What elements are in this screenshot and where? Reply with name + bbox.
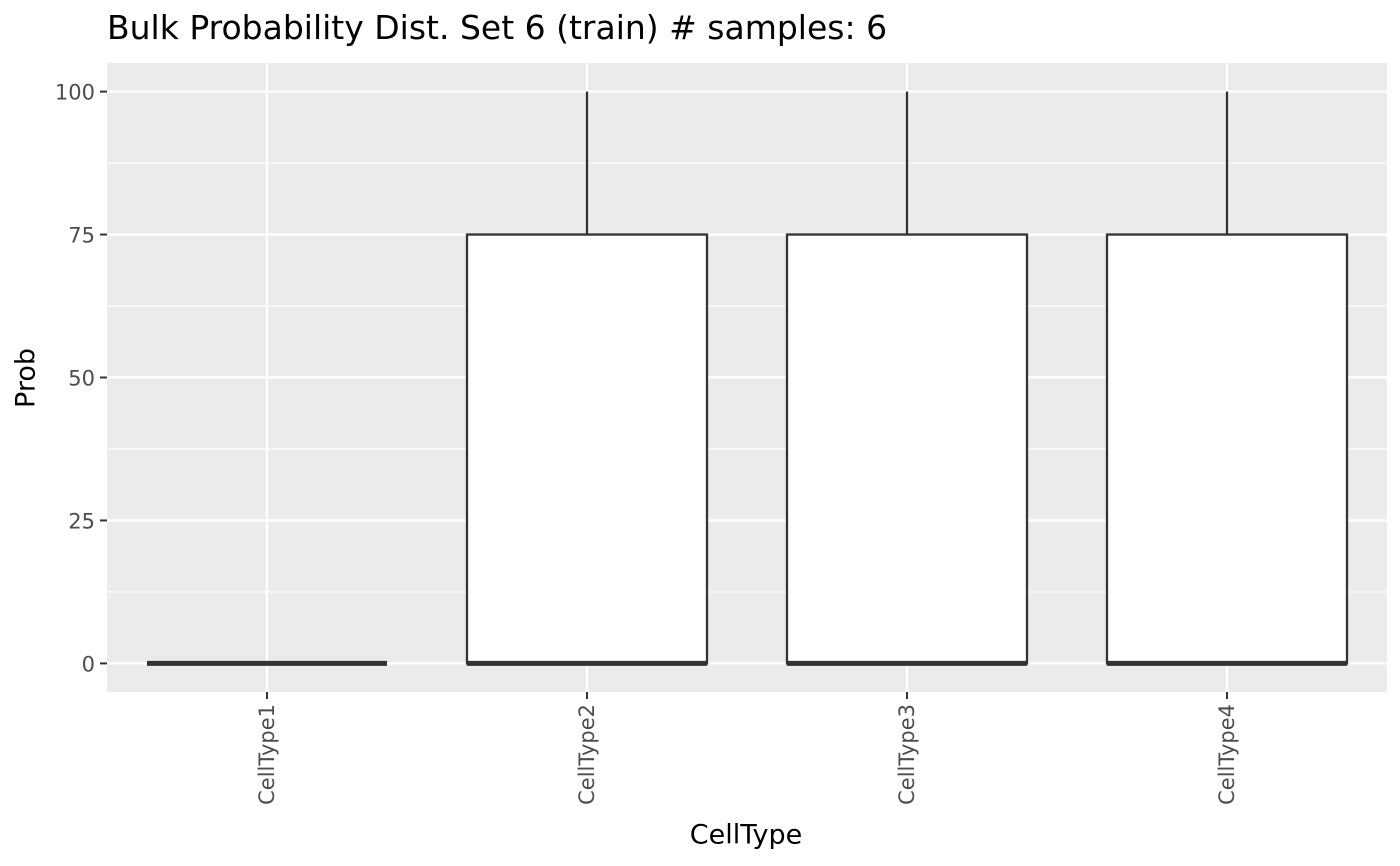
y-tick-label: 50: [68, 367, 95, 391]
y-tick-label: 100: [55, 81, 95, 105]
box: [465, 233, 709, 665]
x-axis-label: CellType: [689, 819, 803, 851]
chart-title: Bulk Probability Dist. Set 6 (train) # s…: [107, 8, 888, 47]
y-axis-label: Prob: [10, 348, 42, 408]
y-tick-label: 0: [82, 652, 95, 676]
x-tick-label: CellType4: [1215, 704, 1239, 805]
y-tick-label: 75: [68, 224, 95, 248]
x-tick-label: CellType1: [255, 704, 279, 805]
x-tick-label: CellType2: [575, 704, 599, 805]
box: [1105, 233, 1349, 665]
y-tick-label: 25: [68, 509, 95, 533]
box: [785, 233, 1029, 665]
x-tick-label: CellType3: [895, 704, 919, 805]
